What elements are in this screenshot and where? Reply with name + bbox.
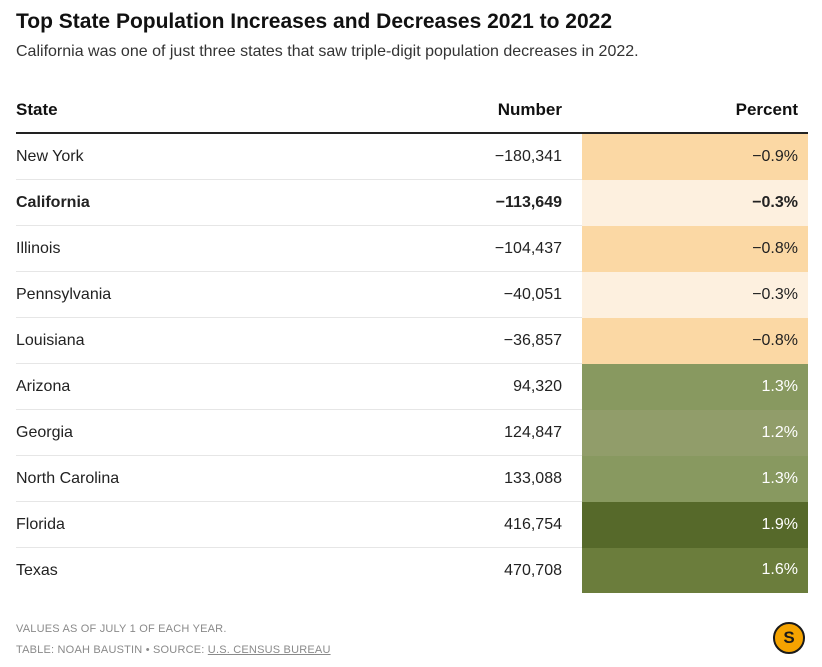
cell-number: 416,754 [411,501,582,548]
cell-state: North Carolina [16,455,411,502]
cell-state: New York [16,133,411,180]
cell-percent: −0.8% [582,317,808,364]
column-header-number[interactable]: Number [411,87,582,134]
cell-percent: −0.9% [582,133,808,180]
footer-credit-text: TABLE: NOAH BAUSTIN • SOURCE: [16,644,208,656]
cell-state: Illinois [16,225,411,272]
source-link[interactable]: U.S. CENSUS BUREAU [207,644,331,656]
cell-number: −36,857 [411,317,582,364]
cell-state: Arizona [16,363,411,410]
column-header-state[interactable]: State [16,87,411,134]
cell-state: Texas [16,561,58,579]
chart-subtitle: California was one of just three states … [16,43,639,60]
cell-number: −180,341 [411,133,582,180]
cell-number: 470,708 [504,561,562,579]
table-row: Louisiana −36,857 −0.8% [16,317,808,364]
cell-percent: 1.2% [582,409,808,456]
table-row: Pennsylvania −40,051 −0.3% [16,271,808,318]
cell-state: Louisiana [16,317,411,364]
table-body: New York −180,341 −0.9% California −113,649−… [16,133,808,593]
table-row: Texas 470,708 1.6% [16,547,808,593]
cell-state: California [16,179,411,226]
table-row: North Carolina 133,088 1.3% [16,455,808,502]
cell-number: 124,847 [411,409,582,456]
table-row: Arizona 94,320 1.3% [16,363,808,410]
cell-number: 94,320 [411,363,582,410]
cell-percent: 1.3% [582,363,808,410]
cell-number: −113,649 [411,179,582,226]
chart-title: Top State Population Increases and Decre… [16,10,613,33]
population-table: State Number Percent New York −180,341 −0.… [16,87,808,593]
footer-credit: TABLE: NOAH BAUSTIN • SOURCE: U.S. CENSU… [16,644,331,656]
cell-state: Georgia [16,409,411,456]
cell-number: −104,437 [411,225,582,272]
cell-state: Florida [16,501,411,548]
table-row: California −113,649 −0.3% [16,179,808,226]
publisher-logo[interactable]: S [773,622,805,654]
cell-percent: 1.6% [582,547,808,593]
cell-percent: 1.9% [582,501,808,548]
column-header-percent[interactable]: Percent [582,87,808,134]
cell-number: 133,088 [411,455,582,502]
cell-percent: −0.8% [582,225,808,272]
cell-percent: −0.3% [582,271,808,318]
table-row: New York −180,341 −0.9% [16,133,808,180]
cell-percent: −0.3% [582,179,808,226]
cell-percent: 1.3% [582,455,808,502]
cell-state: Pennsylvania [16,271,411,318]
footer-note: VALUES AS OF JULY 1 OF EACH YEAR. [16,623,227,635]
table-row: Florida 416,754 1.9% [16,501,808,548]
table-row: Illinois −104,437 −0.8% [16,225,808,272]
table-header-row: State Number Percent [16,87,808,134]
table-row: Georgia 124,847 1.2% [16,409,808,456]
cell-number: −40,051 [411,271,582,318]
